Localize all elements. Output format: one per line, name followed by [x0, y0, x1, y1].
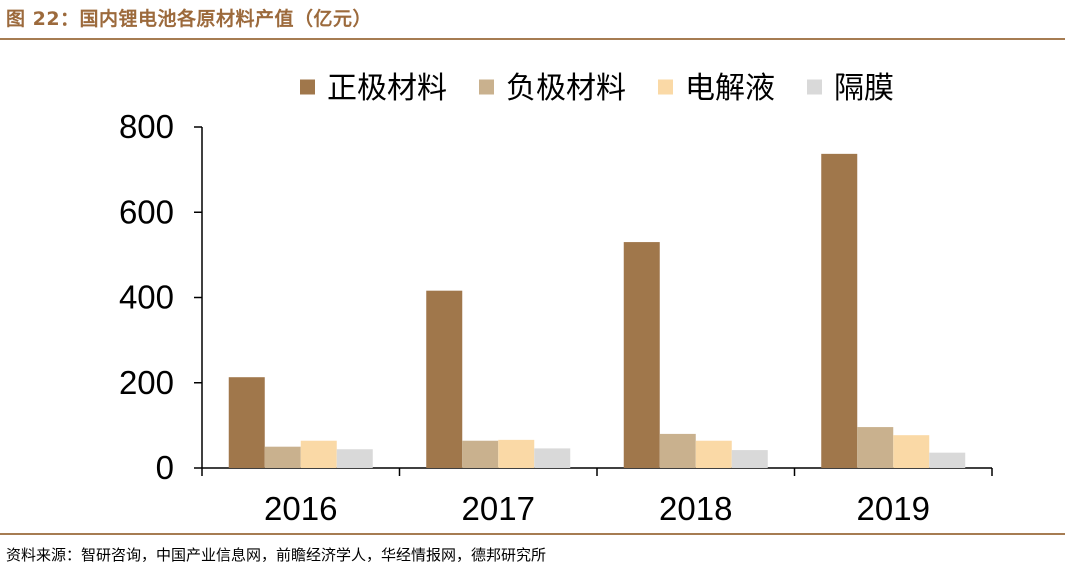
- legend-swatch: [479, 79, 494, 95]
- bar: [426, 290, 463, 468]
- legend-item: 正极材料: [300, 71, 447, 106]
- y-tick-label: 200: [119, 364, 174, 401]
- legend-label: 隔膜: [834, 71, 894, 106]
- legend-item: 负极材料: [479, 71, 626, 106]
- bar: [929, 452, 966, 468]
- bar: [821, 153, 858, 468]
- bar: [264, 446, 301, 468]
- x-axis: 2016 2017 2018 2019: [201, 467, 993, 527]
- y-tick-label: 600: [119, 193, 174, 230]
- y-axis: 0 200 400 600 800: [119, 108, 203, 486]
- legend: 正极材料 负极材料 电解液 隔膜: [300, 71, 894, 106]
- y-tick-label: 800: [119, 108, 174, 145]
- legend-swatch: [658, 79, 673, 95]
- legend-label: 正极材料: [327, 71, 447, 106]
- source-rule: [0, 533, 1065, 535]
- figure-title: 图 22：国内锂电池各原材料产值（亿元）: [6, 8, 373, 30]
- bar: [462, 440, 499, 468]
- bar: [857, 427, 894, 468]
- bar: [228, 377, 265, 468]
- bar: [731, 450, 768, 468]
- legend-label: 负极材料: [506, 71, 626, 106]
- y-tick-label: 0: [156, 449, 174, 486]
- y-tick-label: 400: [119, 279, 174, 316]
- x-tick-label: 2019: [857, 490, 930, 527]
- source-note: 资料来源：智研咨询，中国产业信息网，前瞻经济学人，华经情报网，德邦研究所: [6, 546, 547, 564]
- bar: [300, 440, 337, 468]
- bar: [336, 449, 373, 468]
- x-tick-label: 2017: [462, 490, 535, 527]
- legend-item: 电解液: [658, 71, 775, 106]
- x-tick-label: 2018: [659, 490, 732, 527]
- legend-swatch: [807, 79, 822, 95]
- legend-item: 隔膜: [807, 71, 894, 106]
- bars: [228, 153, 966, 468]
- bar: [623, 242, 660, 468]
- bar: [534, 448, 571, 468]
- bar: [659, 433, 696, 468]
- x-tick-label: 2016: [264, 490, 337, 527]
- legend-swatch: [300, 79, 315, 95]
- bar: [893, 435, 930, 468]
- bar: [498, 439, 535, 468]
- bar: [695, 440, 732, 468]
- title-rule: [0, 38, 1065, 40]
- legend-label: 电解液: [685, 71, 775, 106]
